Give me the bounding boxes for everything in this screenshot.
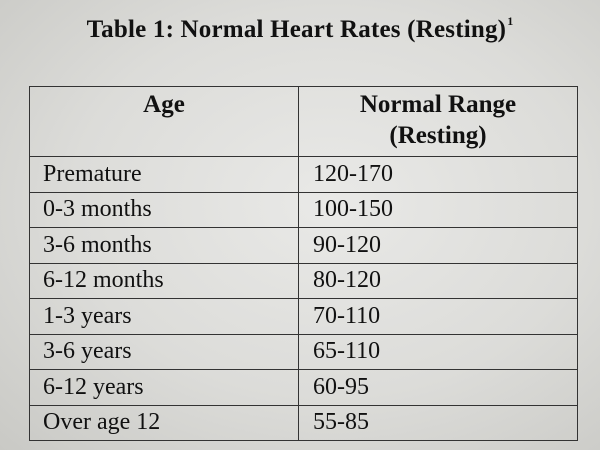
age-cell: 3-6 months [29, 227, 299, 264]
table-row: 6-12 years 60-95 [29, 369, 578, 406]
table-row: Premature 120-170 [29, 156, 578, 193]
normal-range-header-line1: Normal Range [359, 91, 517, 118]
range-cell: 80-120 [298, 262, 578, 299]
age-cell: 3-6 years [29, 333, 299, 370]
age-cell: 0-3 months [29, 191, 299, 228]
table-row: Over age 12 55-85 [29, 404, 578, 441]
table-header-row: Age Normal Range (Resting) [29, 86, 578, 157]
range-cell: 120-170 [298, 156, 578, 193]
range-cell: 60-95 [298, 369, 578, 406]
age-cell: 1-3 years [29, 298, 299, 335]
table-row: 6-12 months 80-120 [29, 262, 578, 299]
age-cell: Premature [29, 156, 299, 193]
range-cell: 100-150 [298, 191, 578, 228]
footnote-marker: 1 [507, 14, 514, 28]
age-cell: Over age 12 [29, 404, 299, 441]
age-cell: 6-12 years [29, 369, 299, 406]
range-cell: 70-110 [298, 298, 578, 335]
normal-range-column-header: Normal Range (Resting) [298, 86, 578, 157]
table-row: 3-6 years 65-110 [29, 333, 578, 370]
age-column-header: Age [29, 86, 299, 157]
heart-rate-table-container: Age Normal Range (Resting) Premature 120… [29, 86, 578, 441]
age-cell: 6-12 months [29, 262, 299, 299]
range-cell: 55-85 [298, 404, 578, 441]
table-row: 3-6 months 90-120 [29, 227, 578, 264]
table-title-text: Table 1: Normal Heart Rates (Resting) [86, 16, 507, 43]
heart-rate-table: Age Normal Range (Resting) Premature 120… [29, 86, 578, 441]
range-cell: 65-110 [298, 333, 578, 370]
table-row: 1-3 years 70-110 [29, 298, 578, 335]
normal-range-header-line2: (Resting) [389, 122, 487, 149]
range-cell: 90-120 [298, 227, 578, 264]
age-header-label: Age [143, 91, 185, 118]
table-title: Table 1: Normal Heart Rates (Resting)1 [0, 14, 600, 44]
table-row: 0-3 months 100-150 [29, 191, 578, 228]
